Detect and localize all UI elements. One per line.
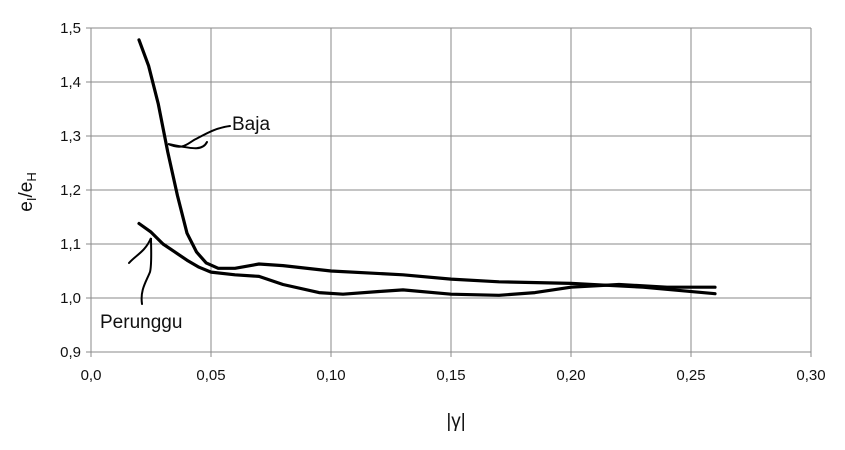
grid xyxy=(86,27,812,357)
x-tick-label: 0,0 xyxy=(81,367,102,384)
baja-leader xyxy=(167,125,231,150)
y-tick-label: 1,0 xyxy=(60,290,81,307)
x-tick-label: 0,10 xyxy=(316,367,345,384)
x-tick-label: 0,15 xyxy=(436,367,465,384)
series-line-perunggu xyxy=(137,221,717,297)
perunggu-leader xyxy=(128,237,153,305)
x-axis-title: |γ| xyxy=(446,411,465,432)
y-tick-label: 1,5 xyxy=(60,20,81,37)
y-tick-label: 1,1 xyxy=(60,236,81,253)
x-tick-label: 0,25 xyxy=(676,367,705,384)
series-line-baja xyxy=(137,38,717,296)
y-tick-label: 1,3 xyxy=(60,128,81,145)
x-tick-label: 0,20 xyxy=(556,367,585,384)
y-tick-label: 1,2 xyxy=(60,182,81,199)
y-tick-label: 1,4 xyxy=(60,74,81,91)
x-tick-labels: 0,0 0,05 0,10 0,15 0,20 0,25 0,30 xyxy=(81,367,826,384)
series-label-perunggu: Perunggu xyxy=(100,312,182,333)
x-tick-label: 0,05 xyxy=(196,367,225,384)
y-tick-label: 0,9 xyxy=(60,344,81,361)
y-tick-labels: 0,9 1,0 1,1 1,2 1,3 1,4 1,5 xyxy=(60,20,81,361)
series-label-baja: Baja xyxy=(232,114,270,135)
y-axis-title: eI/eH xyxy=(16,172,39,211)
x-tick-label: 0,30 xyxy=(796,367,825,384)
series-lines xyxy=(137,38,717,297)
